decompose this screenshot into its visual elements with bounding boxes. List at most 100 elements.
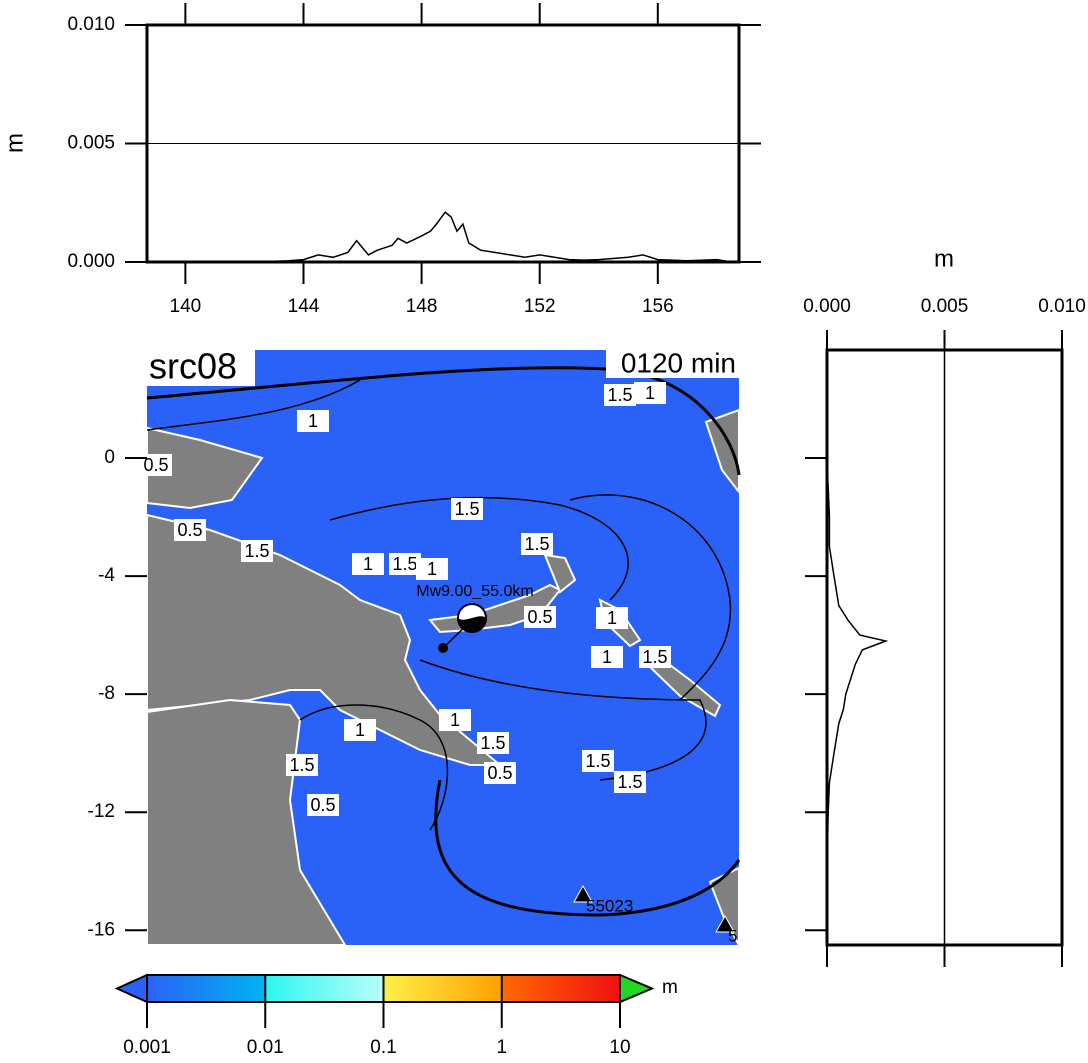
- contour-label: 1: [607, 608, 617, 628]
- contour-label-box: [451, 498, 483, 520]
- colorbar-tick-label: 10: [609, 1037, 630, 1058]
- profile-line: [155, 211, 732, 263]
- contour-label: 1.5: [642, 647, 667, 667]
- colorbar-tick-label: 1: [496, 1037, 507, 1058]
- colorbar-over: [619, 973, 655, 1004]
- contour-label-box: [389, 553, 421, 575]
- contour-label-box: [352, 553, 384, 575]
- contour-line: [569, 494, 732, 701]
- contour-label-box: [604, 384, 636, 406]
- contour-label-box: [582, 750, 614, 772]
- y-axis-label: m: [1, 133, 28, 153]
- plot-frame: [145, 23, 741, 264]
- contour-label: 0.5: [487, 763, 512, 783]
- colorbar-tick-label: 0.01: [247, 1037, 284, 1058]
- y-tick-label: -12: [88, 801, 115, 822]
- x-tick-label: 144: [288, 296, 320, 317]
- contour-label: 1.5: [480, 733, 505, 753]
- station-label: 55023: [586, 896, 633, 915]
- land: [146, 698, 347, 946]
- contour-label: 1: [645, 383, 655, 403]
- contour-label: 1.5: [244, 541, 269, 561]
- x-tick-label: 156: [642, 296, 674, 317]
- contour-label-box: [591, 646, 623, 668]
- profile-line: [826, 354, 889, 931]
- colorbar-unit: m: [662, 977, 678, 998]
- y-tick-label: 0.005: [67, 133, 115, 154]
- contour-label-box: [524, 606, 556, 628]
- contour-label-box: [174, 519, 206, 541]
- contour-line: [434, 779, 741, 917]
- y-tick-label: -4: [98, 565, 115, 586]
- station: [715, 914, 735, 933]
- beachball-fill: [458, 616, 486, 632]
- colorbar-segment: [265, 975, 384, 1002]
- contour-label-box: [639, 646, 671, 668]
- contour-label-box: [484, 762, 516, 784]
- contour-label: 1.5: [524, 534, 549, 554]
- contour-label-box: [416, 558, 448, 580]
- annotation-box: [606, 350, 739, 378]
- x-tick-label: 148: [406, 296, 438, 317]
- contour-label-box: [614, 771, 646, 793]
- contour-label: 1.5: [617, 772, 642, 792]
- y-tick-label: -8: [98, 683, 115, 704]
- contour-label: 0.5: [177, 520, 202, 540]
- contour-label: 1: [427, 559, 437, 579]
- contour-label-box: [140, 454, 172, 476]
- plot-frame: [825, 348, 1064, 947]
- contour-line: [146, 379, 361, 431]
- colorbar-tick-label: 0.001: [123, 1037, 171, 1058]
- x-tick-label: 0.000: [803, 296, 851, 317]
- contour-label: 1: [363, 554, 373, 574]
- contour-label-box: [634, 382, 666, 404]
- contour-label-box: [297, 410, 329, 432]
- contour-label-box: [307, 794, 339, 816]
- contour-line: [329, 497, 629, 601]
- colorbar-segment: [147, 975, 266, 1002]
- contour-label: 0.5: [310, 795, 335, 815]
- x-tick-label: 140: [170, 296, 202, 317]
- x-tick-label: 0.010: [1038, 296, 1086, 317]
- contour-label: 1.5: [607, 385, 632, 405]
- land: [146, 426, 264, 510]
- contour-label-box: [477, 732, 509, 754]
- x-tick-label: 152: [524, 296, 556, 317]
- colorbar-segment: [383, 975, 502, 1002]
- contour-label: 0.5: [143, 455, 168, 475]
- x-tick-label: 0.005: [921, 296, 969, 317]
- contour-label: 1.5: [289, 755, 314, 775]
- y-tick-label: 0.000: [67, 251, 115, 272]
- map-title: src08: [149, 346, 237, 387]
- station: [573, 884, 593, 903]
- contour-label: 0.5: [527, 607, 552, 627]
- time-annotation: 0120 min: [621, 347, 736, 378]
- y-tick-label: 0.010: [67, 14, 115, 35]
- y-tick-label: -16: [88, 919, 115, 940]
- contour-label: 1: [450, 710, 460, 730]
- contour-label-box: [521, 533, 553, 555]
- title-box: [147, 350, 255, 386]
- colorbar-tick-label: 0.1: [370, 1037, 396, 1058]
- contour-label: 1.5: [585, 751, 610, 771]
- land: [543, 553, 577, 594]
- contour-label: 1: [602, 647, 612, 667]
- contour-label-box: [286, 754, 318, 776]
- colorbar-segment: [501, 975, 620, 1002]
- contour-label: 1: [308, 411, 318, 431]
- contour-line: [146, 366, 741, 476]
- contour-label-box: [596, 607, 628, 629]
- contour-label-box: [344, 719, 376, 741]
- land: [704, 408, 740, 495]
- contour-label: 1: [355, 720, 365, 740]
- colorbar-under: [114, 973, 148, 1004]
- station-label: 5: [728, 926, 737, 945]
- contour-line: [419, 659, 707, 781]
- contour-label: 1.5: [454, 499, 479, 519]
- contour-label-box: [439, 709, 471, 731]
- x-axis-label: m: [934, 245, 954, 272]
- contour-line: [299, 704, 449, 831]
- contour-label: 1.5: [392, 554, 417, 574]
- epicenter-label: Mw9.00_55.0km: [416, 583, 533, 600]
